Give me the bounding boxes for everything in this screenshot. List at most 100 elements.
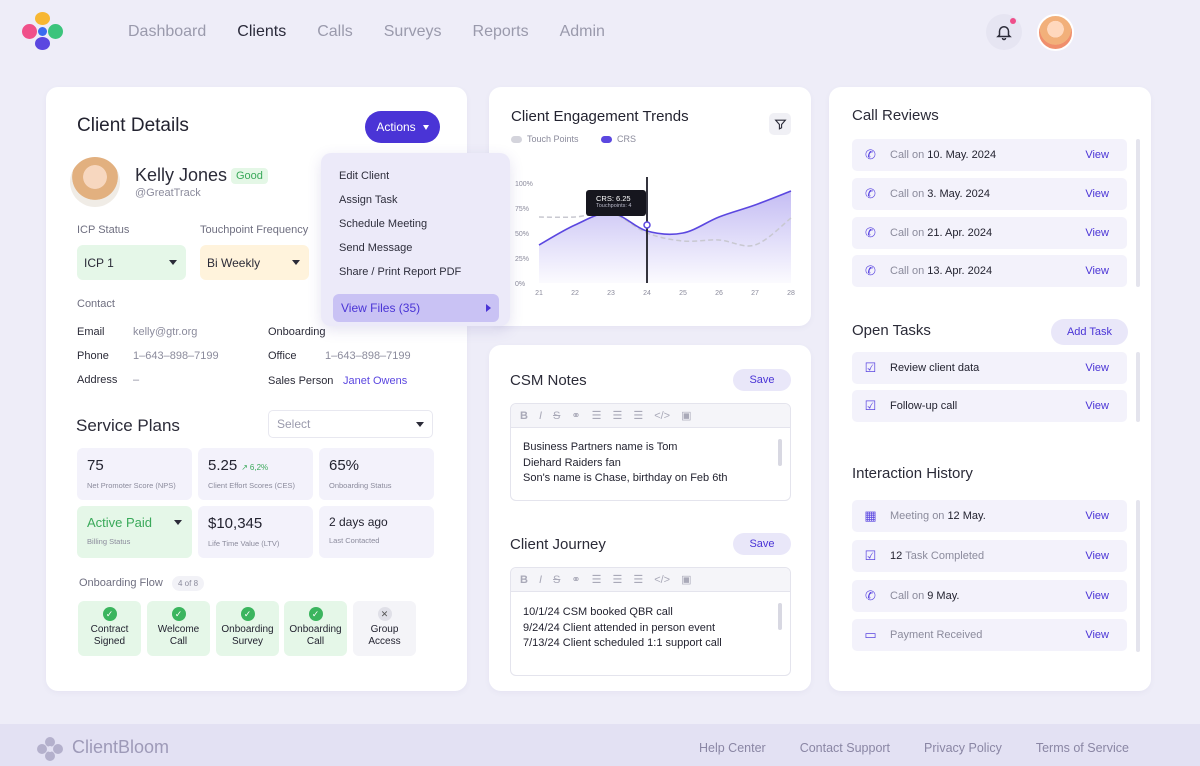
scrollbar[interactable] (778, 603, 782, 630)
service-plan-select[interactable]: Select (268, 410, 433, 438)
step-onboarding-call[interactable]: ✓ Onboarding Call (284, 601, 347, 656)
step-welcome-call[interactable]: ✓ Welcome Call (147, 601, 210, 656)
touchpoint-label: Touchpoint Frequency (200, 224, 309, 236)
nav-surveys[interactable]: Surveys (383, 23, 442, 40)
menu-send-message[interactable]: Send Message (339, 242, 413, 254)
view-link[interactable]: View (1085, 510, 1109, 522)
stat-ces: 5.25 ↗ 6,2% Client Effort Scores (CES) (198, 448, 313, 500)
legend-touchpoints[interactable]: Touch Points (511, 134, 579, 144)
view-link[interactable]: View (1085, 400, 1109, 412)
footer-link-help[interactable]: Help Center (699, 741, 766, 755)
task-row[interactable]: ☑ Follow-up call View (852, 390, 1127, 422)
phone-value[interactable]: 1–643–898–7199 (133, 350, 219, 362)
image-icon[interactable]: ▣ (681, 410, 692, 422)
code-icon[interactable]: </> (654, 409, 671, 422)
menu-share-report[interactable]: Share / Print Report PDF (339, 266, 462, 278)
code-icon[interactable]: </> (654, 573, 671, 586)
ordered-list-icon[interactable]: ☰ (591, 574, 602, 586)
link-icon[interactable]: ⚭ (571, 410, 581, 422)
row-date: 3. May. 2024 (927, 188, 991, 200)
view-link[interactable]: View (1085, 149, 1109, 161)
touchpoint-select[interactable]: Bi Weekly (200, 245, 309, 280)
step-onboarding-survey[interactable]: ✓ Onboarding Survey (216, 601, 279, 656)
office-value[interactable]: 1–643–898–7199 (325, 350, 411, 362)
x-tick-label: 21 (535, 290, 543, 297)
icp-status-select[interactable]: ICP 1 (77, 245, 186, 280)
billing-status-select[interactable]: Active Paid Billing Status (77, 506, 192, 558)
italic-icon[interactable]: I (538, 573, 543, 586)
menu-assign-task[interactable]: Assign Task (339, 194, 398, 206)
call-review-row[interactable]: ✆ Call on 10. May. 2024 View (852, 139, 1127, 171)
stat-label: Life Time Value (LTV) (208, 539, 280, 548)
history-row[interactable]: ☑ 12 Task Completed View (852, 540, 1127, 572)
view-link[interactable]: View (1085, 362, 1109, 374)
call-review-row[interactable]: ✆ Call on 21. Apr. 2024 View (852, 217, 1127, 249)
view-link[interactable]: View (1085, 590, 1109, 602)
csm-notes-content[interactable]: Business Partners name is Tom Diehard Ra… (511, 428, 790, 499)
open-tasks-title: Open Tasks (852, 322, 931, 339)
history-row[interactable]: ▭ Payment Received View (852, 619, 1127, 651)
image-icon[interactable]: ▣ (681, 574, 692, 586)
call-review-row[interactable]: ✆ Call on 3. May. 2024 View (852, 178, 1127, 210)
menu-view-files[interactable]: View Files (35) (333, 294, 499, 322)
nav-clients[interactable]: Clients (237, 23, 287, 40)
view-link[interactable]: View (1085, 550, 1109, 562)
csm-notes-save-button[interactable]: Save (733, 369, 791, 391)
phone-icon: ✆ (865, 263, 876, 278)
call-review-row[interactable]: ✆ Call on 13. Apr. 2024 View (852, 255, 1127, 287)
legend-crs[interactable]: CRS (601, 134, 636, 144)
history-row[interactable]: ✆ Call on 9 May. View (852, 580, 1127, 612)
nav-admin[interactable]: Admin (559, 23, 605, 40)
service-plans-title: Service Plans (76, 416, 180, 435)
menu-edit-client[interactable]: Edit Client (339, 170, 390, 182)
view-link[interactable]: View (1085, 227, 1109, 239)
task-row[interactable]: ☑ Review client data View (852, 352, 1127, 384)
align-icon[interactable]: ☰ (633, 574, 644, 586)
bold-icon[interactable]: B (520, 573, 528, 586)
view-link[interactable]: View (1085, 265, 1109, 277)
history-row[interactable]: ▦ Meeting on 12 May. View (852, 500, 1127, 532)
footer-link-privacy[interactable]: Privacy Policy (924, 741, 1002, 755)
stat-value: 5.25 (208, 457, 238, 474)
csm-notes-editor[interactable]: B I S ⚭ ☰ ☰ ☰ </> ▣ Business Partners na… (510, 403, 791, 501)
footer-link-contact[interactable]: Contact Support (799, 741, 891, 755)
nav-reports[interactable]: Reports (472, 23, 529, 40)
scrollbar[interactable] (778, 439, 782, 466)
actions-button[interactable]: Actions (365, 111, 440, 143)
client-journey-editor[interactable]: B I S ⚭ ☰ ☰ ☰ </> ▣ 10/1/24 CSM booked Q… (510, 567, 791, 676)
main-nav: Dashboard Clients Calls Surveys Reports … (128, 23, 605, 41)
bold-icon[interactable]: B (520, 409, 528, 422)
phone-icon: ✆ (865, 225, 876, 240)
link-icon[interactable]: ⚭ (571, 574, 581, 586)
nav-dashboard[interactable]: Dashboard (128, 23, 207, 40)
scrollbar[interactable] (1136, 139, 1140, 287)
row-count: 12 (890, 550, 903, 562)
scrollbar[interactable] (1136, 352, 1140, 422)
filter-button[interactable] (769, 113, 791, 135)
nav-calls[interactable]: Calls (317, 23, 353, 40)
client-journey-content[interactable]: 10/1/24 CSM booked QBR call 9/24/24 Clie… (511, 592, 790, 664)
ordered-list-icon[interactable]: ☰ (591, 410, 602, 422)
strikethrough-icon[interactable]: S (553, 409, 561, 422)
menu-schedule-meeting[interactable]: Schedule Meeting (339, 218, 428, 230)
notifications-button[interactable] (986, 14, 1022, 50)
app-logo[interactable] (22, 12, 64, 52)
sales-person-link[interactable]: Janet Owens (343, 375, 408, 387)
step-contract-signed[interactable]: ✓ Contract Signed (78, 601, 141, 656)
scrollbar[interactable] (1136, 500, 1140, 652)
strikethrough-icon[interactable]: S (553, 573, 561, 586)
client-journey-save-button[interactable]: Save (733, 533, 791, 555)
footer-brand: ClientBloom (72, 737, 170, 757)
user-avatar[interactable] (1037, 14, 1074, 51)
bullet-list-icon[interactable]: ☰ (612, 574, 623, 586)
add-task-button[interactable]: Add Task (1051, 319, 1128, 345)
view-link[interactable]: View (1085, 629, 1109, 641)
stat-last-contacted: 2 days ago Last Contacted (319, 506, 434, 558)
email-value[interactable]: kelly@gtr.org (133, 326, 198, 338)
view-link[interactable]: View (1085, 188, 1109, 200)
bullet-list-icon[interactable]: ☰ (612, 410, 623, 422)
align-icon[interactable]: ☰ (633, 410, 644, 422)
italic-icon[interactable]: I (538, 409, 543, 422)
step-group-access[interactable]: ✕ Group Access (353, 601, 416, 656)
footer-link-terms[interactable]: Terms of Service (1035, 741, 1129, 755)
